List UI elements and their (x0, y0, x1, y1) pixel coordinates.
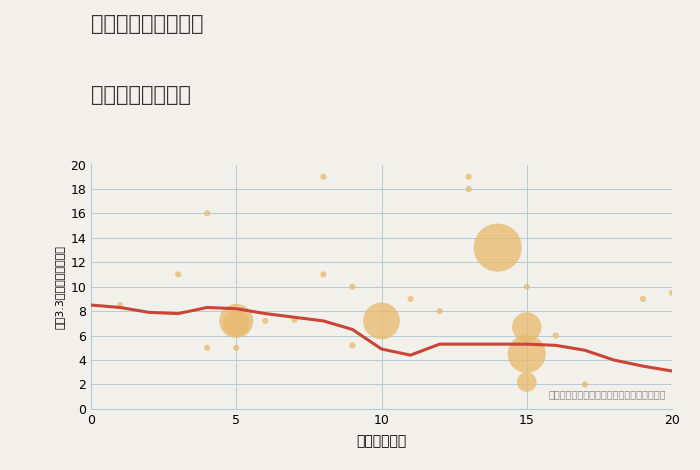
Point (231, 320, 242, 327)
Point (260, 317, 271, 325)
Point (521, 350, 532, 358)
Point (580, 381, 591, 388)
Y-axis label: 坪（3.3㎡）単価（万円）: 坪（3.3㎡）単価（万円） (55, 245, 64, 329)
Point (114, 301, 126, 309)
Point (231, 344, 242, 352)
Point (666, 289, 678, 297)
X-axis label: 駅距離（分）: 駅距離（分） (356, 434, 407, 448)
Point (550, 332, 561, 339)
Point (638, 295, 649, 303)
Point (231, 317, 242, 325)
Point (376, 317, 387, 325)
Point (346, 342, 358, 349)
Point (346, 283, 358, 290)
Point (318, 173, 329, 180)
Text: 円の大きさは、取引のあった物件面積を示す: 円の大きさは、取引のあった物件面積を示す (549, 389, 666, 399)
Text: 駅距離別土地価格: 駅距離別土地価格 (91, 85, 191, 105)
Point (202, 344, 213, 352)
Point (492, 244, 503, 251)
Point (434, 307, 445, 315)
Text: 三重県伊賀市勝地の: 三重県伊賀市勝地の (91, 14, 204, 34)
Point (202, 210, 213, 217)
Point (463, 185, 475, 193)
Point (521, 323, 532, 331)
Point (463, 173, 475, 180)
Point (318, 271, 329, 278)
Point (289, 316, 300, 323)
Point (521, 378, 532, 386)
Point (405, 295, 416, 303)
Point (172, 271, 183, 278)
Point (521, 283, 532, 290)
